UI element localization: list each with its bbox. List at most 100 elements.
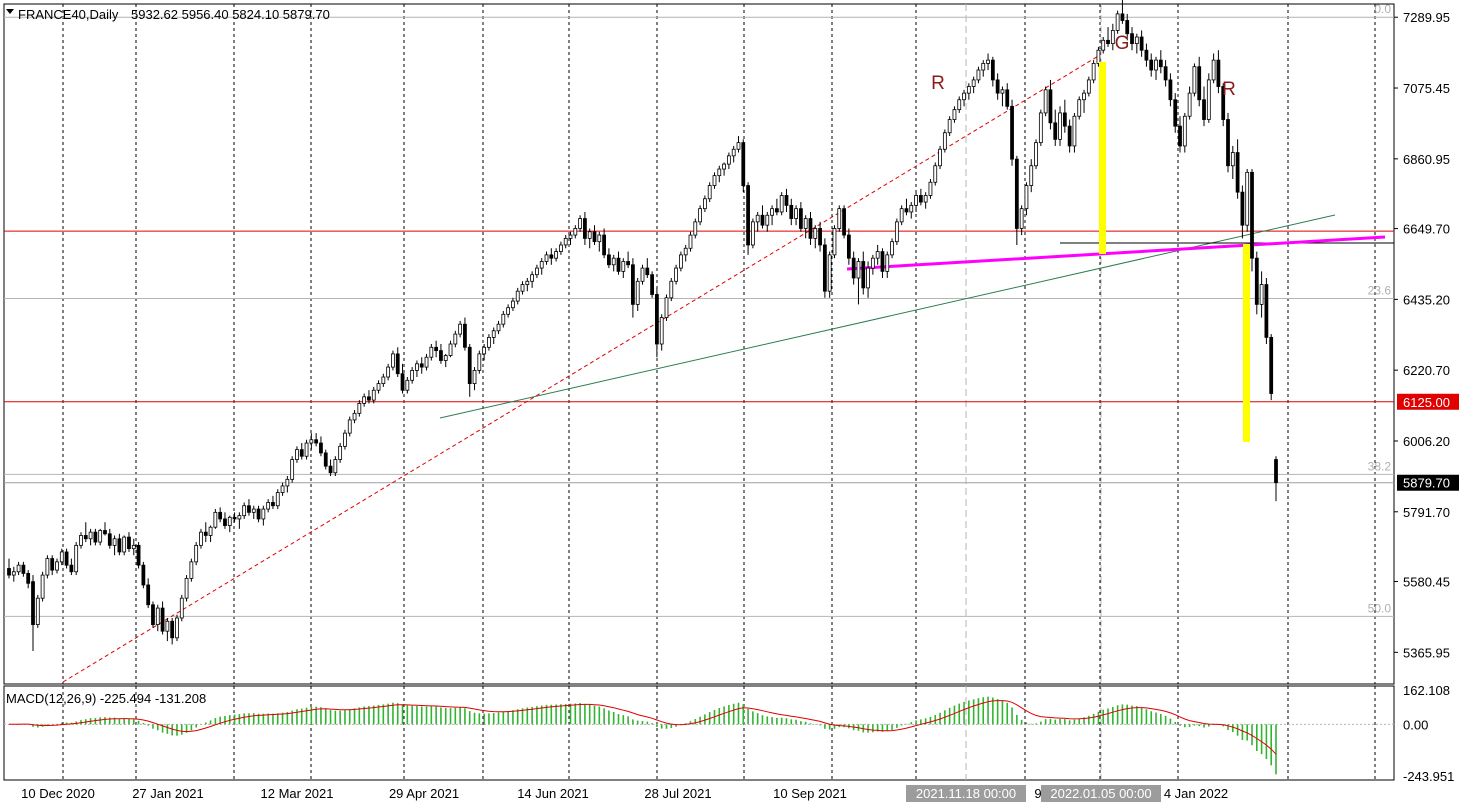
candle-body[interactable] [352,412,357,421]
candle-body[interactable] [1024,185,1029,210]
candle-body[interactable] [405,379,410,391]
candle-body[interactable] [55,561,59,571]
candle-body[interactable] [112,538,117,546]
candle-body[interactable] [563,237,568,246]
candle-body[interactable] [160,607,165,632]
candle-body[interactable] [952,109,957,120]
candle-body[interactable] [1120,13,1125,21]
candle-body[interactable] [319,442,323,454]
candle-body[interactable] [11,571,16,576]
candle-body[interactable] [621,261,626,272]
candle-body[interactable] [314,439,319,444]
candle-body[interactable] [280,485,285,493]
candle-body[interactable] [1178,125,1182,147]
candle-body[interactable] [746,185,750,246]
candle-body[interactable] [1000,89,1005,94]
candle-body[interactable] [338,445,343,460]
candle-body[interactable] [472,370,477,385]
candle-body[interactable] [645,267,650,276]
candle-body[interactable] [1187,92,1192,117]
candle-body[interactable] [1269,336,1274,394]
candle-body[interactable] [899,208,904,223]
candle-body[interactable] [515,290,520,302]
candle-body[interactable] [664,297,669,318]
candle-body[interactable] [1058,112,1062,140]
candle-body[interactable] [1072,115,1077,147]
candle-body[interactable] [808,218,813,239]
candle-body[interactable] [741,142,746,186]
candle-body[interactable] [770,208,774,216]
candle-body[interactable] [1216,59,1221,87]
candle-body[interactable] [69,564,74,573]
candle-body[interactable] [482,346,487,355]
candle-body[interactable] [803,218,808,229]
candle-body[interactable] [798,208,803,229]
candle-body[interactable] [722,163,726,170]
candle-body[interactable] [1254,257,1259,305]
candle-body[interactable] [731,148,736,157]
candle-body[interactable] [443,355,448,361]
candle-body[interactable] [256,508,261,520]
candle-body[interactable] [429,346,434,358]
candle-body[interactable] [376,383,381,391]
candle-body[interactable] [1206,79,1211,120]
candle-body[interactable] [1259,284,1264,305]
candle-body[interactable] [1197,66,1202,101]
candle-body[interactable] [223,518,227,526]
candle-body[interactable] [947,119,952,134]
triangle-down-icon[interactable] [6,9,14,14]
candle-body[interactable] [237,515,242,520]
candle-body[interactable] [846,234,851,259]
candle-body[interactable] [50,558,55,571]
candle-body[interactable] [415,363,419,371]
candle-body[interactable] [1202,99,1206,120]
candle-body[interactable] [976,69,981,81]
candle-body[interactable] [909,204,914,213]
candle-body[interactable] [496,323,501,332]
candle-body[interactable] [568,234,573,239]
candle-body[interactable] [1034,142,1038,167]
candle-body[interactable] [549,254,554,259]
candle-body[interactable] [146,584,151,606]
candle-body[interactable] [890,241,894,256]
candle-body[interactable] [1101,39,1106,51]
candle-body[interactable] [103,530,107,535]
candle-body[interactable] [837,208,842,229]
candle-body[interactable] [1110,30,1115,45]
candle-body[interactable] [179,597,184,619]
candle-body[interactable] [107,533,112,546]
candle-body[interactable] [458,323,463,335]
candle-body[interactable] [40,574,45,599]
candle-body[interactable] [1235,152,1240,193]
candle-body[interactable] [285,478,290,487]
candle-body[interactable] [362,396,367,404]
candle-body[interactable] [851,257,856,279]
candle-body[interactable] [842,208,846,236]
candle-body[interactable] [822,244,827,292]
candle-body[interactable] [736,142,741,150]
candle-body[interactable] [141,564,146,586]
candle-body[interactable] [59,551,64,563]
candle-body[interactable] [928,181,933,196]
candle-body[interactable] [424,356,429,368]
candle-body[interactable] [707,185,712,200]
candle-body[interactable] [189,561,194,579]
candle-body[interactable] [1014,158,1019,229]
candle-body[interactable] [1139,36,1144,51]
candle-body[interactable] [208,526,213,536]
candle-body[interactable] [726,155,731,165]
candle-body[interactable] [151,604,155,625]
candle-body[interactable] [1192,66,1197,94]
candle-body[interactable] [904,208,909,213]
candle-body[interactable] [347,419,352,434]
candle-body[interactable] [391,353,395,368]
candle-body[interactable] [328,465,333,474]
candle-body[interactable] [784,195,789,206]
candle-body[interactable] [640,267,645,282]
candle-body[interactable] [247,505,251,513]
candle-body[interactable] [1043,89,1048,114]
candle-body[interactable] [410,370,415,381]
candle-body[interactable] [1062,112,1067,127]
candle-body[interactable] [242,505,247,517]
